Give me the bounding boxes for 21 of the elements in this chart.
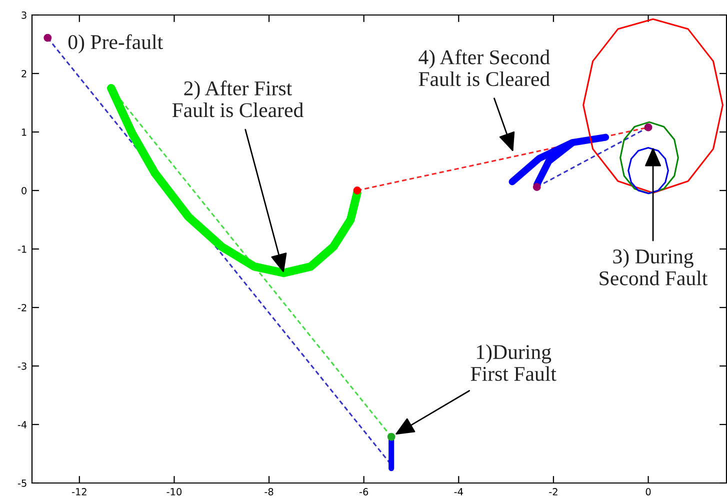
- x-tick-label: 0: [646, 488, 651, 496]
- y-tick-label: 2: [22, 70, 26, 78]
- x-tick-label: -8: [264, 488, 274, 496]
- x-tick-label: -12: [72, 488, 86, 496]
- annotation: 3) During Second Fault: [600, 248, 708, 286]
- y-tick-label: -5: [18, 480, 26, 487]
- x-tick-label: -10: [166, 488, 182, 496]
- y-tick-label: -3: [18, 362, 26, 370]
- y-tick-label: 0: [22, 186, 26, 194]
- y-tick-label: 1: [22, 128, 26, 136]
- y-tick-label: -1: [18, 246, 26, 253]
- x-tick-label: -2: [549, 488, 558, 496]
- y-tick-label: -4: [18, 421, 27, 428]
- annotation: 0) Pre-fault: [68, 34, 163, 54]
- y-tick-label: -2: [18, 304, 26, 312]
- annotation: 4) After Second Fault is Cleared: [418, 49, 550, 86]
- y-tick-label: 3: [22, 11, 26, 19]
- annotation: 1)During First Fault: [470, 344, 556, 381]
- x-tick-label: -6: [359, 488, 368, 496]
- x-tick-label: -4: [454, 488, 463, 496]
- annotation: 2) After First Fault is Cleared: [172, 80, 304, 118]
